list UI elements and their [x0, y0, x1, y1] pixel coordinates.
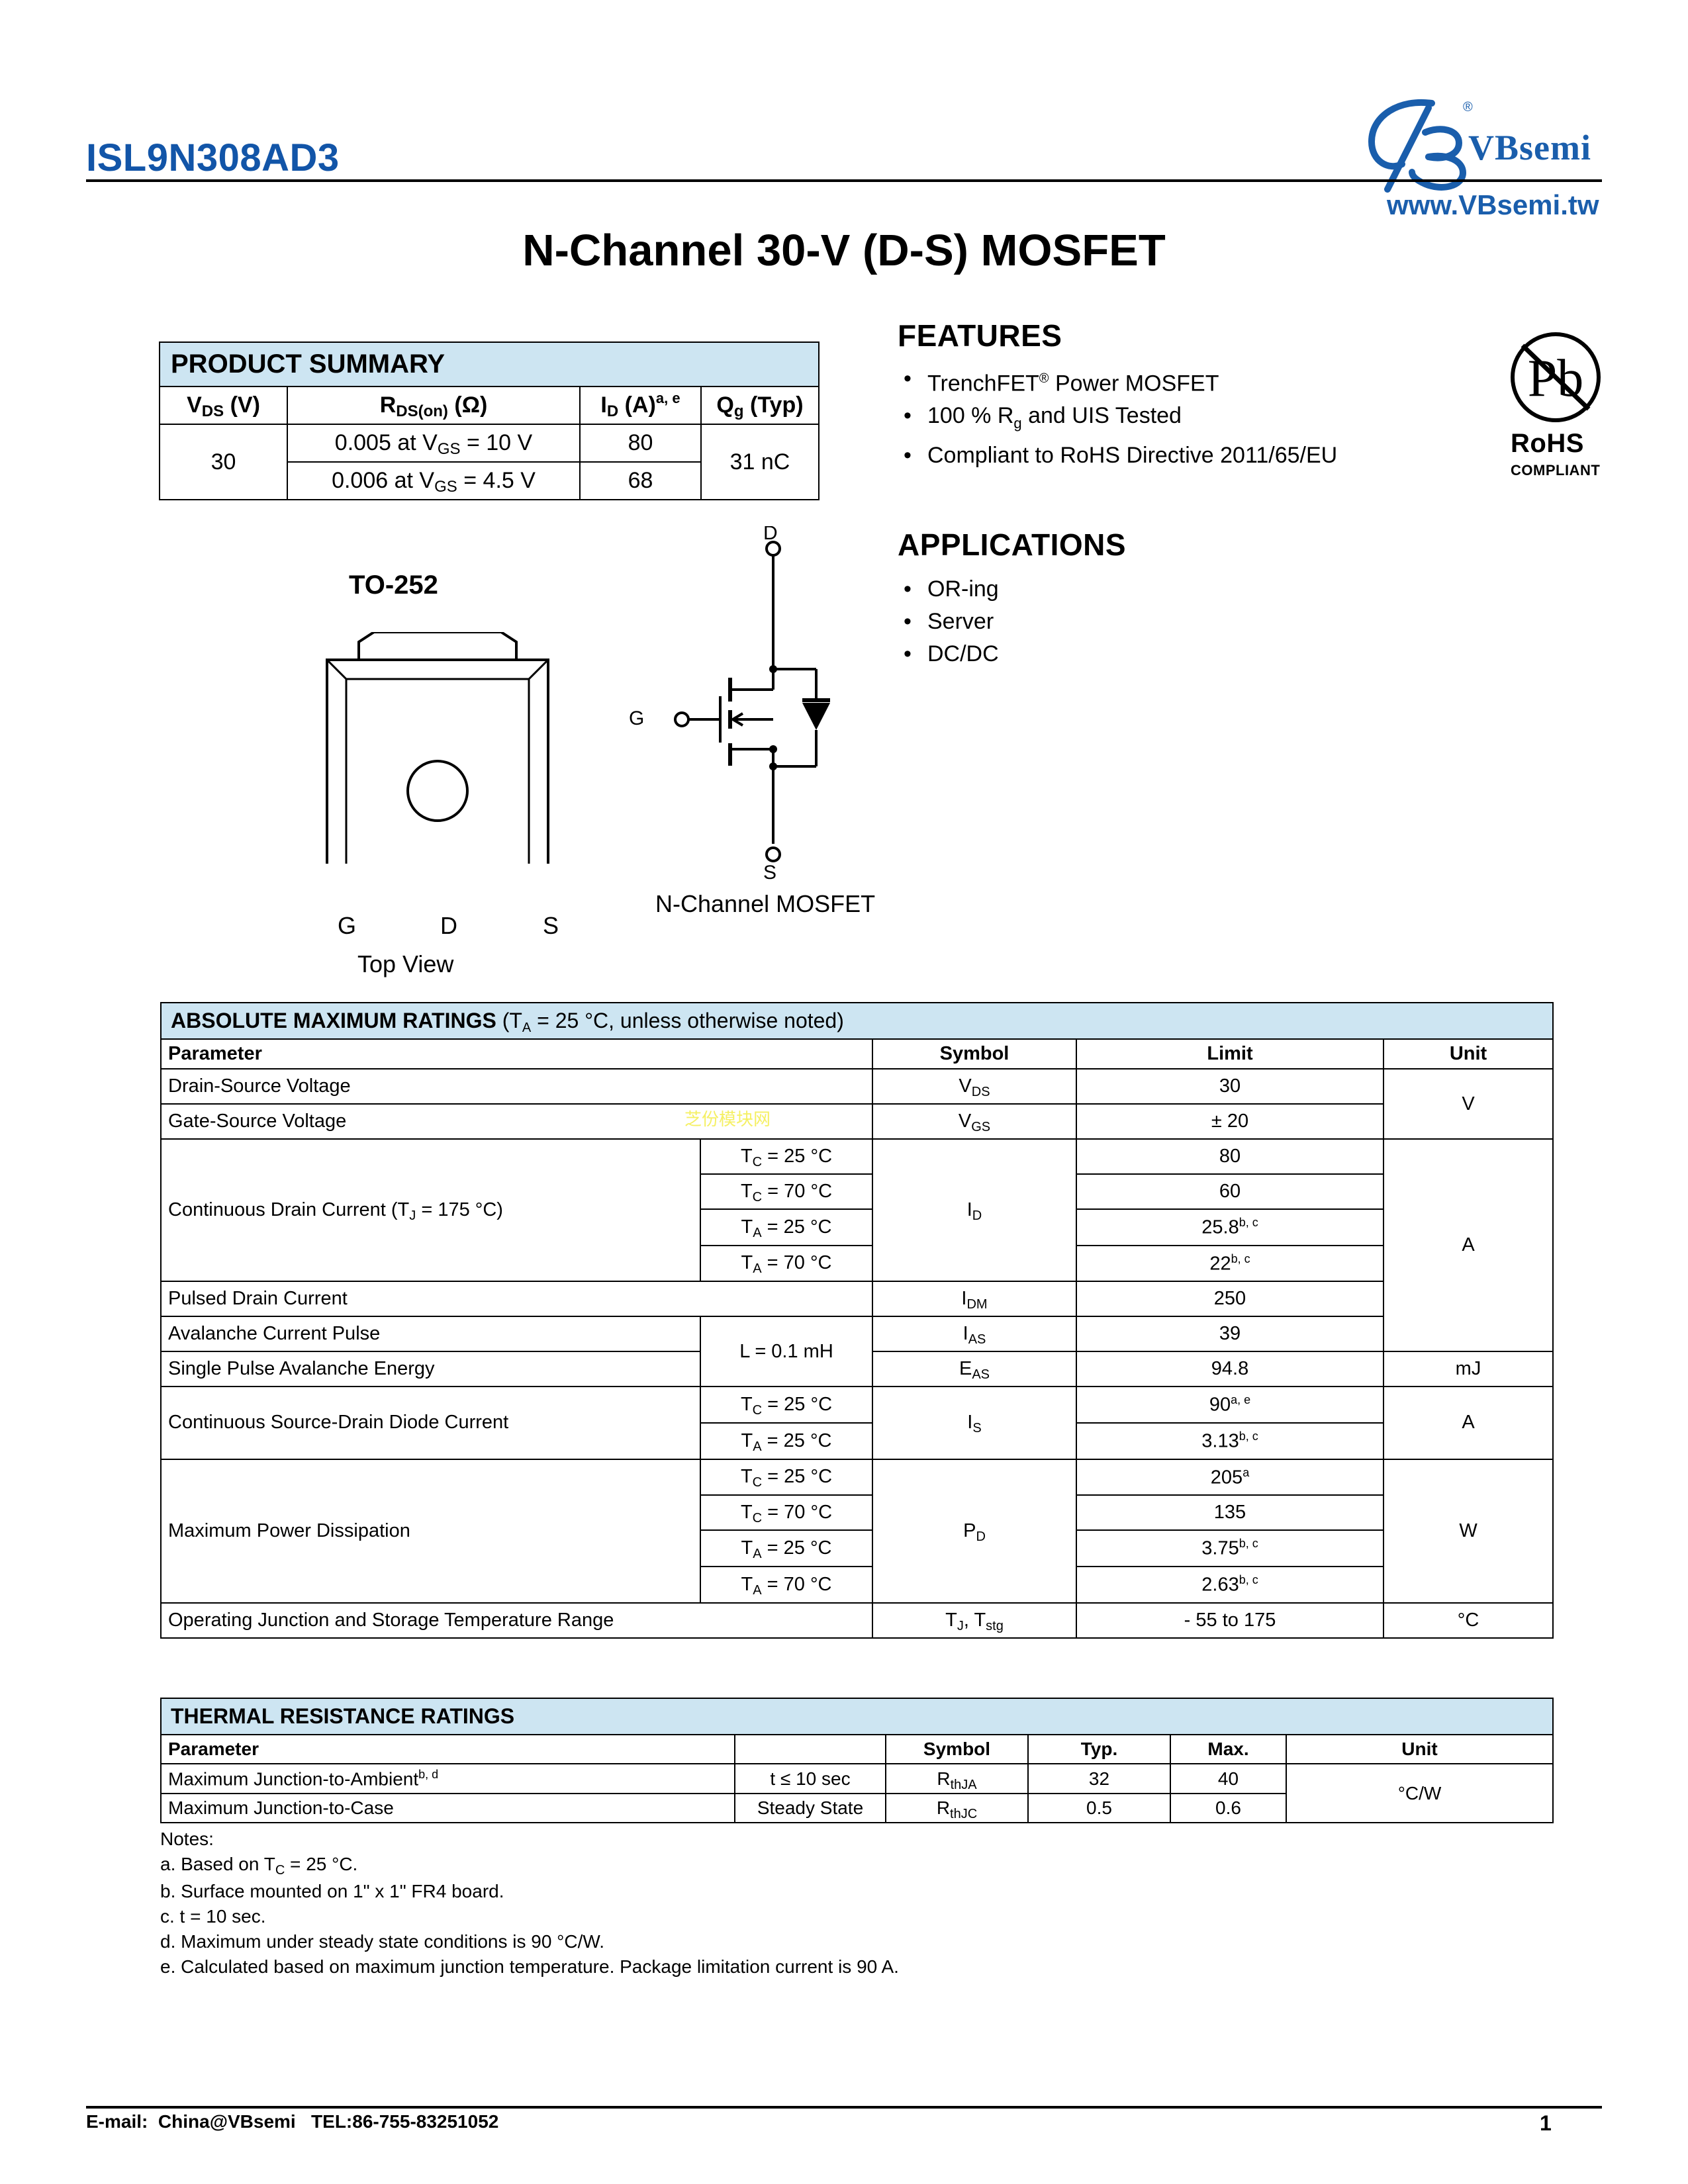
svg-text:Pb: Pb — [1528, 349, 1584, 408]
svg-text:S: S — [763, 862, 776, 880]
svg-text:G: G — [629, 707, 644, 729]
svg-text:®: ® — [1463, 100, 1473, 114]
